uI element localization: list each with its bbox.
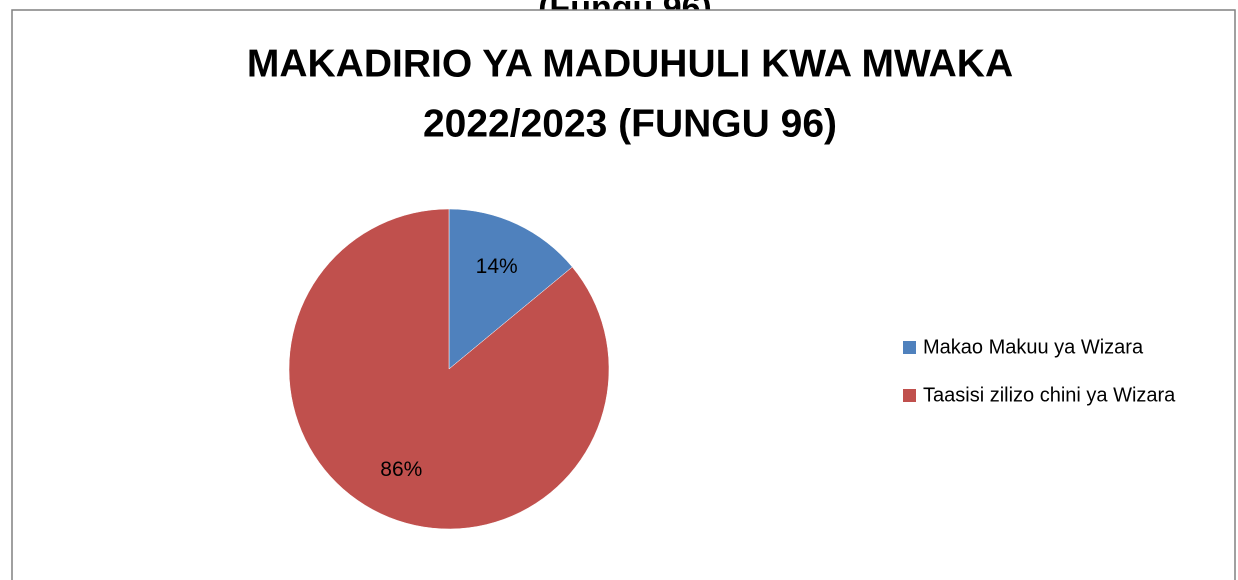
chart-frame: [11, 9, 1236, 580]
pie-slice: [288, 208, 610, 530]
chart-title: 2022/2023 (FUNGU 96): [423, 102, 837, 145]
chart-title: MAKADIRIO YA MADUHULI KWA MWAKA: [247, 42, 1013, 85]
legend-label: Taasisi zilizo chini ya Wizara: [923, 384, 1176, 406]
pie-slice: [448, 208, 573, 370]
legend-swatch: [903, 389, 916, 402]
legend-label: Makao Makuu ya Wizara: [923, 336, 1144, 358]
legend-swatch: [903, 341, 916, 354]
data-label: 86%: [380, 458, 422, 481]
data-label: 14%: [476, 255, 518, 278]
